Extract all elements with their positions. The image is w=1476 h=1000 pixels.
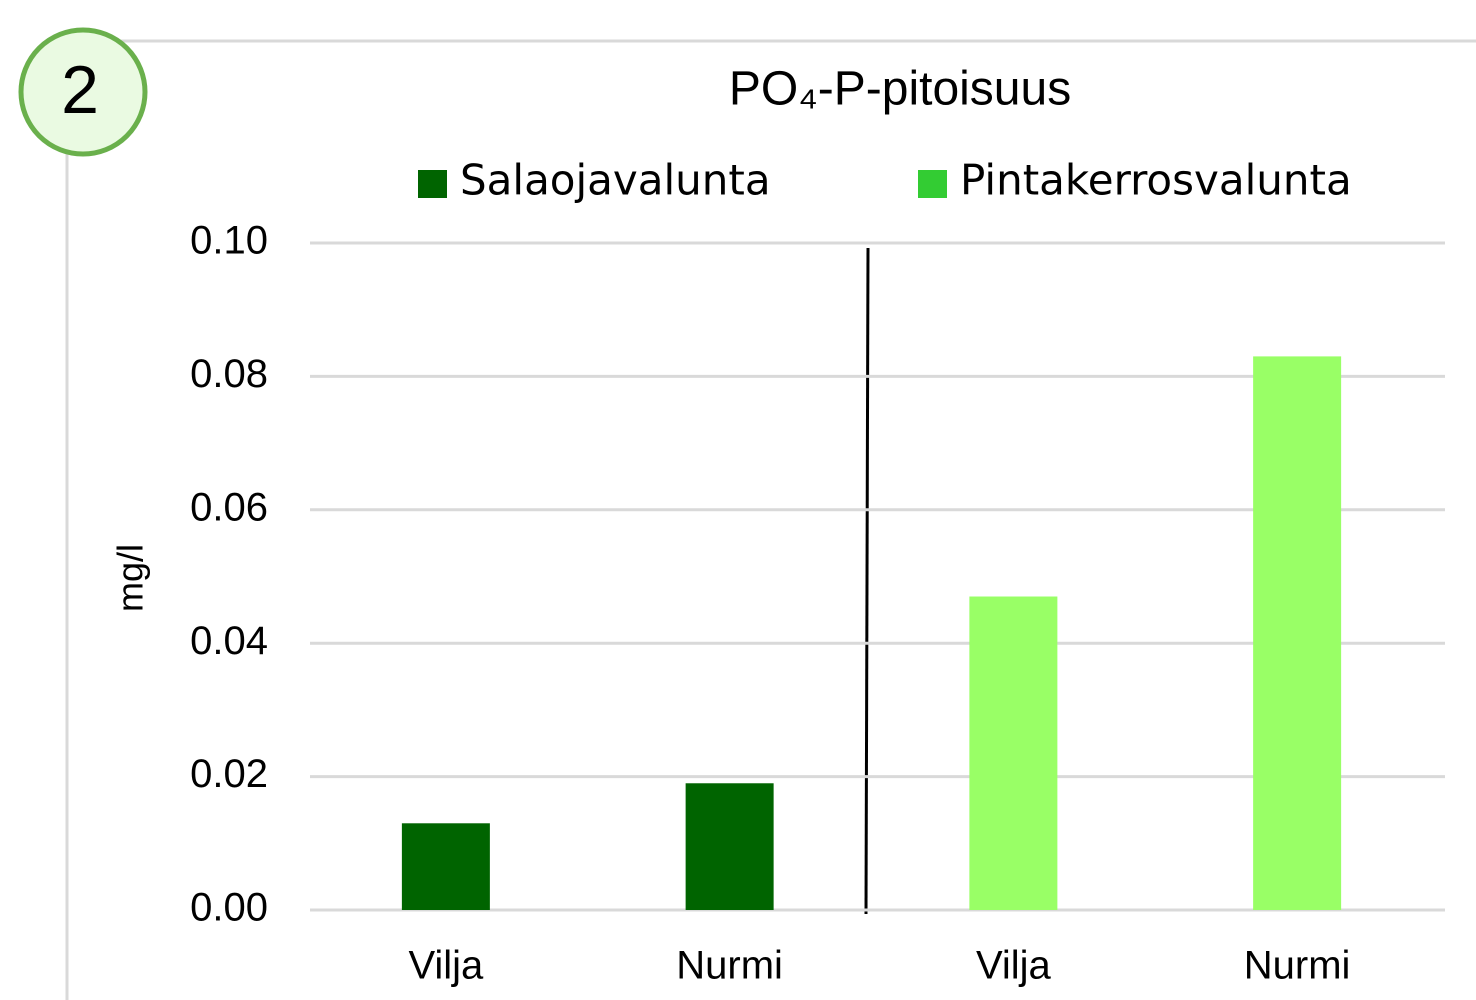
legend-label: Salaojavalunta xyxy=(460,156,771,205)
y-axis-label: mg/l xyxy=(110,544,151,612)
x-tick-label: Nurmi xyxy=(676,944,783,988)
legend-swatch xyxy=(918,170,947,198)
y-tick-label: 0.02 xyxy=(190,752,268,796)
bar xyxy=(685,783,774,910)
bar xyxy=(969,596,1058,910)
group-separator xyxy=(864,247,870,915)
x-tick-label: Vilja xyxy=(408,944,484,988)
badge-label: 2 xyxy=(61,52,99,128)
legend-label: Pintakerrosvalunta xyxy=(960,156,1352,205)
y-tick-label: 0.10 xyxy=(190,219,268,263)
legend-swatch xyxy=(418,170,447,198)
x-tick-label: Vilja xyxy=(976,944,1052,988)
x-tick-label: Nurmi xyxy=(1244,944,1351,988)
y-tick-label: 0.06 xyxy=(190,485,268,529)
bar xyxy=(1253,356,1342,910)
y-tick-label: 0.08 xyxy=(190,352,268,396)
y-tick-label: 0.04 xyxy=(190,619,268,663)
badge xyxy=(18,27,148,157)
y-tick-label: 0.00 xyxy=(190,886,268,930)
bar xyxy=(401,823,490,910)
chart-title: PO₄-P-pitoisuus xyxy=(729,63,1071,116)
